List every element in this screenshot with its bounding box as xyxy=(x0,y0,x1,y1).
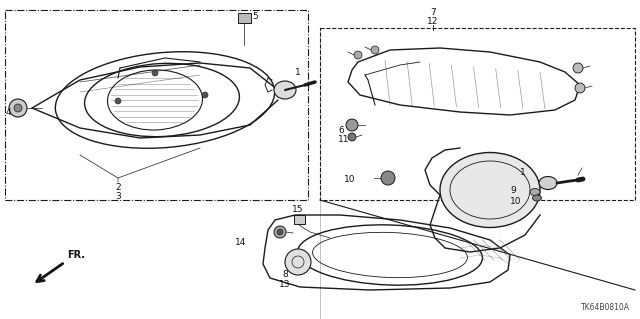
Ellipse shape xyxy=(274,81,296,99)
Text: 11: 11 xyxy=(338,135,349,144)
Circle shape xyxy=(274,226,286,238)
Circle shape xyxy=(381,171,395,185)
Circle shape xyxy=(115,98,121,104)
Ellipse shape xyxy=(530,189,540,196)
Text: 1: 1 xyxy=(295,68,301,77)
Text: FR.: FR. xyxy=(67,250,85,260)
Text: 2: 2 xyxy=(115,183,121,192)
Circle shape xyxy=(575,83,585,93)
Text: 3: 3 xyxy=(115,192,121,201)
Text: 13: 13 xyxy=(279,280,291,289)
Text: 6: 6 xyxy=(338,126,344,135)
Text: 10: 10 xyxy=(344,175,355,184)
FancyBboxPatch shape xyxy=(237,12,250,23)
Text: 10: 10 xyxy=(510,197,522,206)
Circle shape xyxy=(285,249,311,275)
Circle shape xyxy=(354,51,362,59)
Text: 4: 4 xyxy=(6,108,12,117)
Text: 1: 1 xyxy=(520,168,525,177)
Circle shape xyxy=(202,92,208,98)
Circle shape xyxy=(277,229,283,235)
Text: 9: 9 xyxy=(510,186,516,195)
Bar xyxy=(320,28,635,200)
Text: 7: 7 xyxy=(430,8,436,17)
Ellipse shape xyxy=(539,176,557,189)
Circle shape xyxy=(9,99,27,117)
FancyBboxPatch shape xyxy=(294,214,305,224)
Text: 12: 12 xyxy=(428,17,438,26)
Circle shape xyxy=(573,63,583,73)
Text: TK64B0810A: TK64B0810A xyxy=(581,303,630,312)
Ellipse shape xyxy=(440,152,540,227)
Text: 14: 14 xyxy=(235,238,246,247)
Circle shape xyxy=(14,104,22,112)
Text: 8: 8 xyxy=(282,270,288,279)
Circle shape xyxy=(371,46,379,54)
Circle shape xyxy=(348,133,356,141)
Text: 15: 15 xyxy=(292,205,303,214)
Bar xyxy=(5,10,308,200)
Circle shape xyxy=(346,119,358,131)
Ellipse shape xyxy=(532,195,541,201)
Circle shape xyxy=(152,70,158,76)
Text: 5: 5 xyxy=(252,12,258,21)
